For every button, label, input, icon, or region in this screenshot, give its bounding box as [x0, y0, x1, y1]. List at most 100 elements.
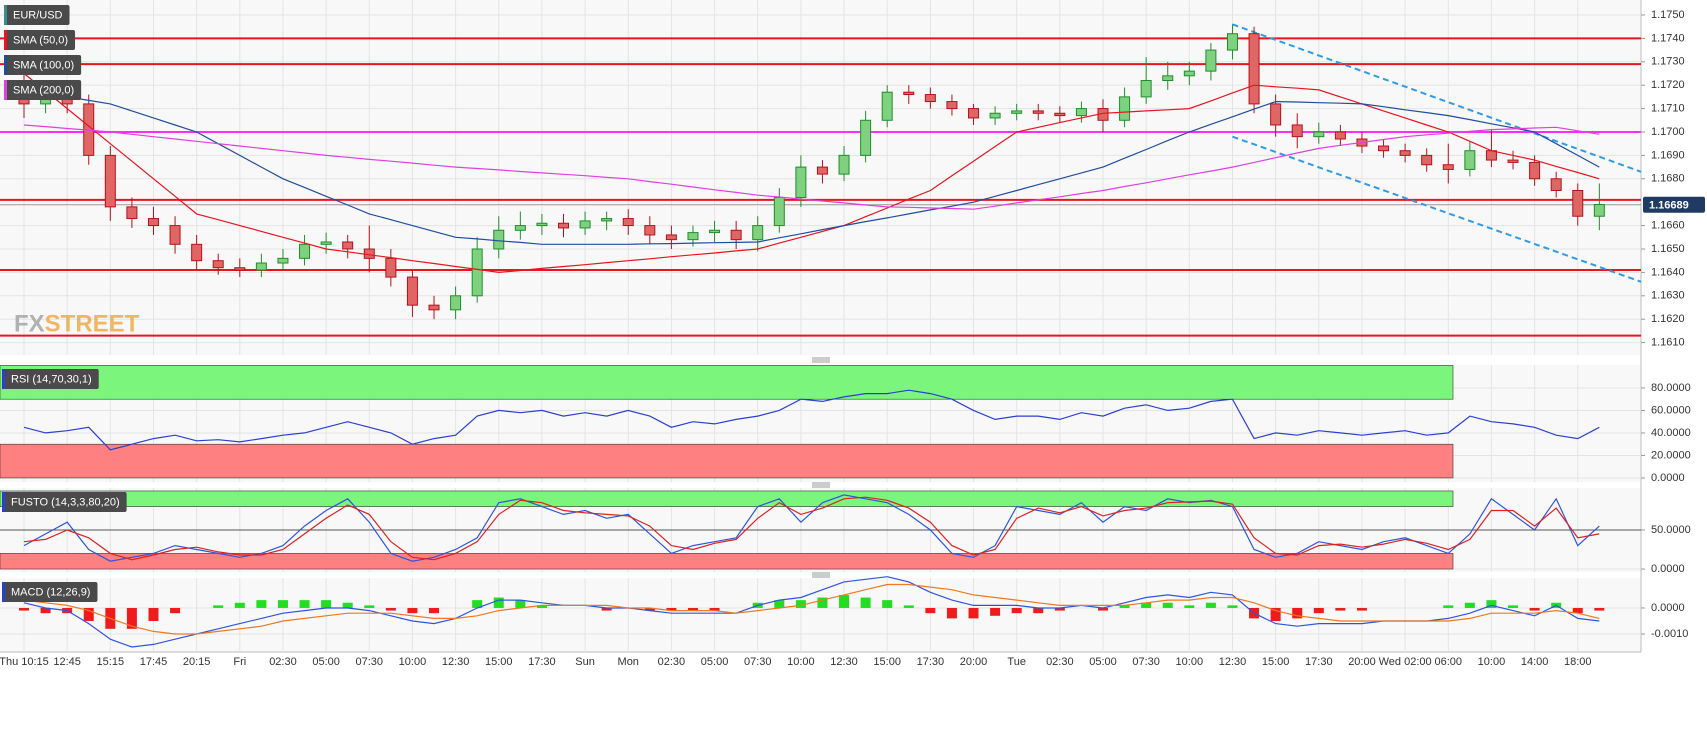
candle-body [277, 257, 289, 264]
y-tick-label: 1.1710 [1651, 102, 1685, 114]
candle-body [342, 241, 354, 250]
indicator-label-text: RSI (14,70,30,1) [11, 373, 92, 385]
candle-body [816, 166, 828, 175]
watermark: FX [14, 310, 45, 337]
histogram-bar [277, 600, 288, 608]
histogram-bar [1443, 605, 1454, 608]
y-tick-label: 0.0000 [1651, 563, 1685, 575]
x-tick-label: 17:30 [1305, 656, 1333, 668]
y-tick-label: 20.0000 [1651, 449, 1691, 461]
histogram-bar [687, 607, 698, 611]
y-tick-label: 1.1740 [1651, 32, 1685, 44]
price-panel [0, 0, 1641, 355]
candle-body [622, 218, 634, 227]
channel-line [1232, 23, 1642, 173]
candle-body [860, 119, 872, 156]
indicator-label: MACD (12,26,9) [2, 582, 98, 602]
x-tick-label: Mon [618, 656, 639, 668]
histogram-bar [1313, 607, 1324, 614]
legend-box: SMA (200,0) [4, 80, 82, 100]
y-tick-label: 1.1690 [1651, 149, 1685, 161]
histogram-bar [903, 605, 914, 608]
x-tick-label: 20:15 [183, 656, 211, 668]
legend-box-text: EUR/USD [13, 9, 63, 21]
histogram-bar [536, 605, 547, 608]
indicator-label-strip [2, 582, 5, 602]
histogram-bar [493, 597, 504, 608]
candle-body [1507, 159, 1519, 163]
candle-body [450, 295, 462, 311]
x-tick-label: 07:30 [744, 656, 772, 668]
x-tick-label: 17:45 [140, 656, 168, 668]
band [0, 365, 1454, 400]
last-price-tag [1643, 196, 1705, 213]
histogram-bar [839, 594, 850, 608]
x-tick-label: 12:30 [830, 656, 858, 668]
histogram-bar [882, 600, 893, 608]
x-tick-label: 20:00 [1348, 656, 1376, 668]
legend-box-strip [4, 5, 7, 25]
histogram-bar [990, 607, 1001, 616]
indicator-label-bg [2, 582, 98, 602]
candle-body [1270, 103, 1282, 126]
candle-body [1529, 161, 1541, 180]
candle-body [1162, 75, 1174, 82]
legend-box-text: SMA (200,0) [13, 84, 74, 96]
histogram-bar [709, 607, 720, 611]
histogram-bar [860, 597, 871, 608]
histogram-bar [1227, 605, 1238, 608]
candle-body [1399, 150, 1411, 156]
x-tick-label: 18:00 [1564, 656, 1592, 668]
x-tick-label: 15:00 [873, 656, 901, 668]
x-tick-label: 12:30 [442, 656, 470, 668]
candle-body [1205, 49, 1217, 72]
y-tick-label: 50.0000 [1651, 524, 1691, 536]
histogram-bar [407, 607, 418, 614]
candle-body [946, 101, 958, 110]
histogram-bar [321, 600, 332, 608]
candle-body [1054, 112, 1066, 117]
histogram-bar [472, 600, 483, 608]
indicator-label: FUSTO (14,3,3,80,20) [2, 492, 127, 512]
candle-body [514, 225, 526, 231]
indicator-label-bg [2, 492, 127, 512]
indicator-label-strip [2, 369, 5, 389]
x-tick-label: 15:15 [97, 656, 125, 668]
candle-body [1011, 110, 1023, 114]
legend-box: EUR/USD [4, 5, 70, 25]
series-line [23, 389, 1600, 451]
histogram-bar [925, 607, 936, 614]
candle-body [644, 225, 656, 236]
candle-body [493, 229, 505, 250]
x-tick-label: 20:00 [960, 656, 988, 668]
series-line [23, 73, 1600, 274]
histogram-bar [385, 607, 396, 611]
x-tick-label: Thu 10:15 [0, 656, 49, 668]
indicator-label-strip [2, 492, 5, 512]
candle-body [385, 257, 397, 278]
y-tick-label: 1.1610 [1651, 337, 1685, 349]
candle-body [428, 304, 440, 311]
y-tick-label: 1.1650 [1651, 243, 1685, 255]
legend-box-bg [4, 80, 82, 100]
histogram-bar [601, 607, 612, 611]
indicator-label-bg [2, 369, 99, 389]
histogram-bar [1486, 600, 1497, 608]
histogram-bar [666, 607, 677, 611]
histogram-bar [429, 607, 440, 614]
histogram-bar [1292, 607, 1303, 619]
y-tick-label: -0.0010 [1651, 628, 1688, 640]
candle-body [665, 234, 677, 241]
candle-body [299, 243, 311, 259]
x-tick-label: 02:30 [658, 656, 686, 668]
histogram-bar [1119, 605, 1130, 608]
candle-body [558, 222, 569, 229]
band [0, 490, 1454, 507]
y-tick-label: 40.0000 [1651, 427, 1691, 439]
histogram-bar [1011, 607, 1022, 614]
y-tick-label: 0.0000 [1651, 472, 1685, 484]
legend-box-text: SMA (50,0) [13, 34, 68, 46]
series-line [23, 583, 1600, 635]
legend-box-bg [4, 55, 82, 75]
y-tick-label: 80.0000 [1651, 382, 1691, 394]
